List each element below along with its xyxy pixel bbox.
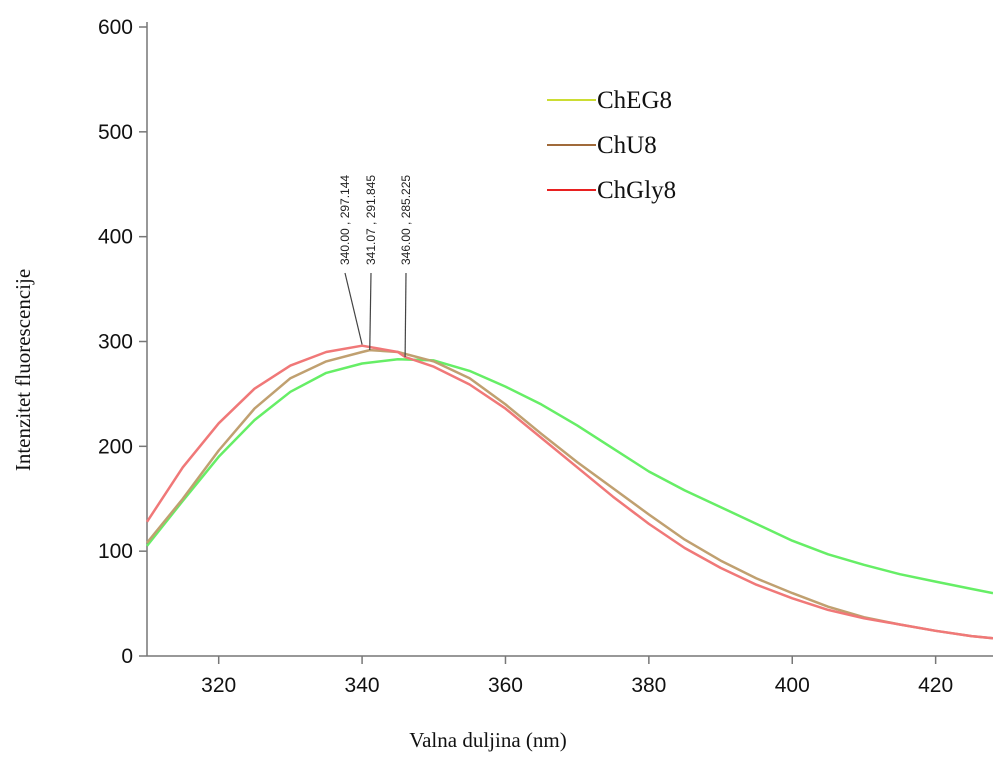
- y-tick-label: 500: [98, 121, 133, 144]
- y-tick-label: 400: [98, 226, 133, 249]
- y-tick-label: 600: [98, 16, 133, 39]
- peak-label: 340.00 , 297.144: [338, 175, 352, 265]
- y-tick-label: 300: [98, 331, 133, 354]
- peak-leader-line: [369, 272, 372, 351]
- x-tick-label: 360: [488, 674, 523, 697]
- series-layer: [145, 344, 993, 640]
- legend-label: ChEG8: [597, 87, 672, 114]
- y-axis-title: Intenzitet fluorescencije: [11, 269, 35, 471]
- x-tick-label: 340: [345, 674, 380, 697]
- legend: ChEG8 ChU8 ChGly8: [547, 87, 676, 204]
- y-tick-label: 200: [98, 435, 133, 458]
- legend-label: ChGly8: [597, 177, 676, 204]
- y-tick-label: 100: [98, 540, 133, 563]
- series-line-chu8: [146, 348, 993, 640]
- peak-annotations: 340.00 , 297.144 341.07 , 291.845 346.00 ,…: [338, 175, 413, 357]
- x-tick-label: 400: [775, 674, 810, 697]
- peak-label: 341.07 , 291.845: [364, 175, 378, 265]
- axes: 0 100 200 300 400 500 600 320 340 360 380 400 420: [98, 16, 993, 697]
- x-tick-label: 320: [201, 674, 236, 697]
- x-tick-label: 380: [631, 674, 666, 697]
- series-line-chgly8: [145, 344, 993, 640]
- x-tick-label: 420: [918, 674, 953, 697]
- series-line-cheg8: [146, 358, 993, 595]
- y-tick-label: 0: [121, 645, 133, 668]
- peak-leader-line: [404, 272, 407, 357]
- peak-label: 346.00 , 285.225: [399, 175, 413, 265]
- peak-leader-line: [344, 272, 363, 345]
- legend-label: ChU8: [597, 132, 657, 159]
- x-axis-title: Valna duljina (nm): [409, 728, 566, 752]
